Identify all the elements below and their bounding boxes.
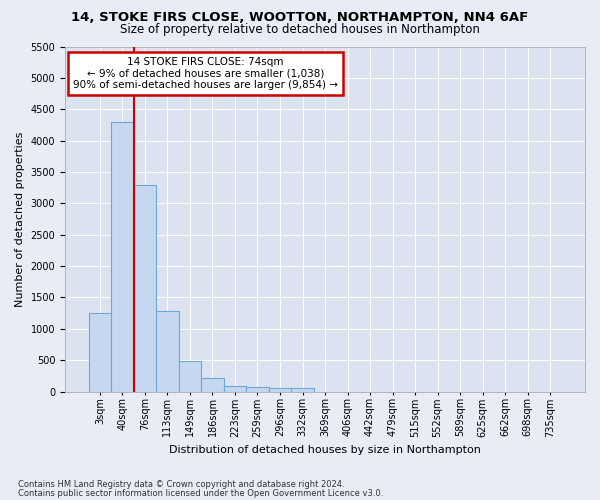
Bar	[224, 386, 246, 392]
Bar	[89, 313, 111, 392]
Text: 14, STOKE FIRS CLOSE, WOOTTON, NORTHAMPTON, NN4 6AF: 14, STOKE FIRS CLOSE, WOOTTON, NORTHAMPT…	[71, 11, 529, 24]
Bar	[111, 122, 134, 392]
Y-axis label: Number of detached properties: Number of detached properties	[15, 132, 25, 306]
Text: 14 STOKE FIRS CLOSE: 74sqm
← 9% of detached houses are smaller (1,038)
90% of se: 14 STOKE FIRS CLOSE: 74sqm ← 9% of detac…	[73, 57, 338, 90]
Bar	[269, 388, 291, 392]
Bar	[156, 312, 179, 392]
Bar	[201, 378, 224, 392]
Bar	[134, 184, 156, 392]
Text: Size of property relative to detached houses in Northampton: Size of property relative to detached ho…	[120, 22, 480, 36]
X-axis label: Distribution of detached houses by size in Northampton: Distribution of detached houses by size …	[169, 445, 481, 455]
Text: Contains public sector information licensed under the Open Government Licence v3: Contains public sector information licen…	[18, 489, 383, 498]
Bar	[179, 361, 201, 392]
Bar	[246, 386, 269, 392]
Text: Contains HM Land Registry data © Crown copyright and database right 2024.: Contains HM Land Registry data © Crown c…	[18, 480, 344, 489]
Bar	[291, 388, 314, 392]
